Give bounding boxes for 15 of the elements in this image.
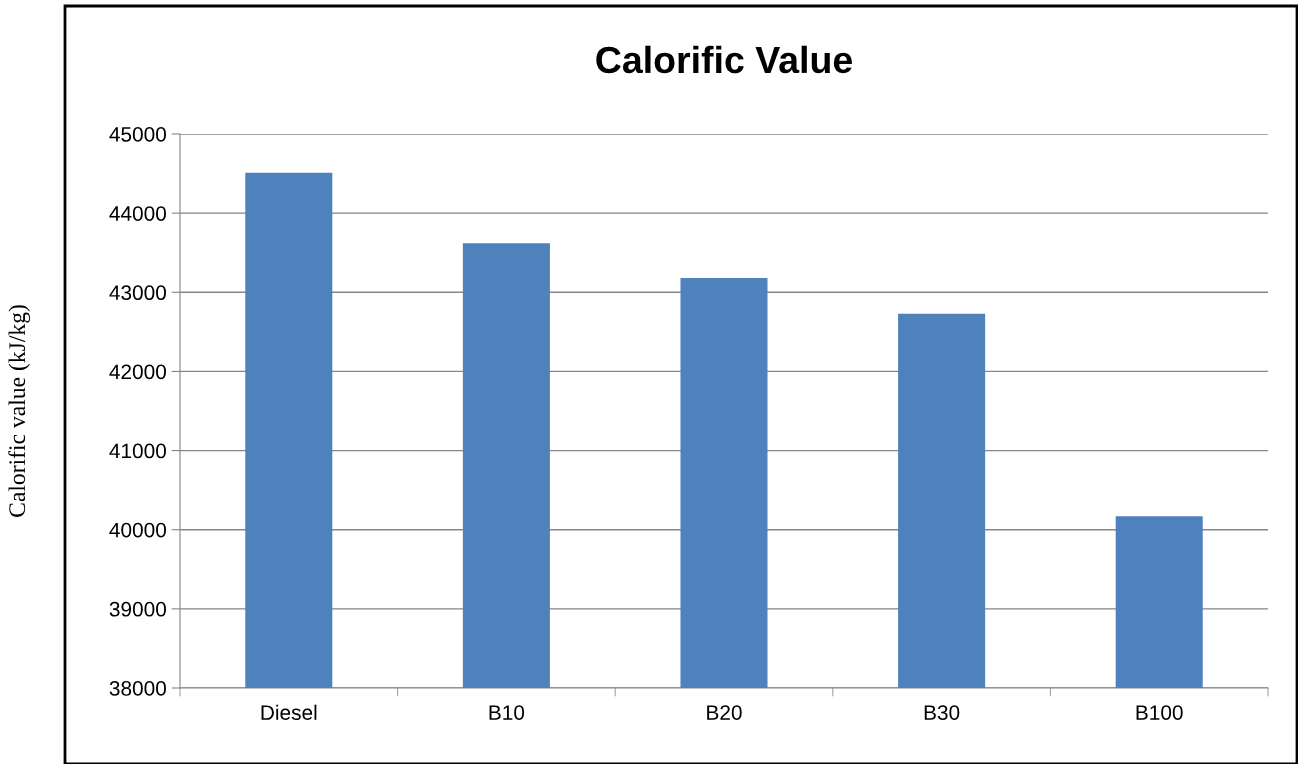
y-tick-label: 40000 (109, 522, 166, 538)
x-tick-label: B10 (489, 705, 525, 720)
y-axis-title: Calorific value (kJ/kg) (8, 305, 30, 517)
x-tick-label: B20 (707, 705, 742, 720)
y-tick-label: 41000 (109, 443, 166, 459)
y-tick-label: 42000 (109, 364, 166, 380)
y-tick-label: 39000 (109, 601, 166, 617)
x-tick-label: B100 (1136, 705, 1183, 720)
y-tick-label: 43000 (109, 285, 166, 301)
y-tick-label: 38000 (109, 681, 166, 696)
x-tick-label: B30 (924, 705, 960, 720)
y-tick-label: 45000 (109, 127, 166, 142)
y-tick-label: 44000 (109, 206, 166, 221)
x-tick-label: Diesel (261, 704, 317, 720)
chart-title: Calorific Value (596, 45, 852, 74)
